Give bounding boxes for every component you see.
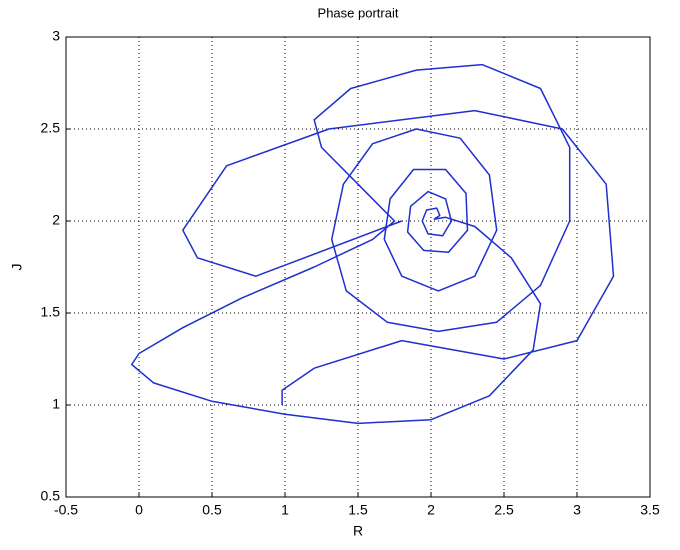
x-tick-label: -0.5 (54, 502, 78, 518)
x-tick-label: 3.5 (640, 502, 660, 518)
chart-title: Phase portrait (318, 5, 399, 20)
y-tick-label: 2 (52, 212, 60, 228)
x-tick-label: 1 (281, 502, 289, 518)
trajectory (130, 63, 615, 425)
plot-frame (65, 36, 651, 498)
x-tick-label: 2 (427, 502, 435, 518)
y-tick-label: 1.5 (41, 304, 61, 320)
y-tick-label: 3 (52, 28, 60, 44)
y-tick-label: 0.5 (41, 488, 61, 504)
y-tick-label: 1 (52, 396, 60, 412)
x-tick-label: 0.5 (202, 502, 222, 518)
x-tick-label: 3 (573, 502, 581, 518)
x-axis-label: R (353, 523, 363, 539)
x-tick-label: 0 (135, 502, 143, 518)
y-tick-label: 2.5 (41, 120, 61, 136)
y-axis-label: J (9, 264, 25, 271)
x-tick-label: 1.5 (348, 502, 368, 518)
x-tick-label: 2.5 (494, 502, 514, 518)
